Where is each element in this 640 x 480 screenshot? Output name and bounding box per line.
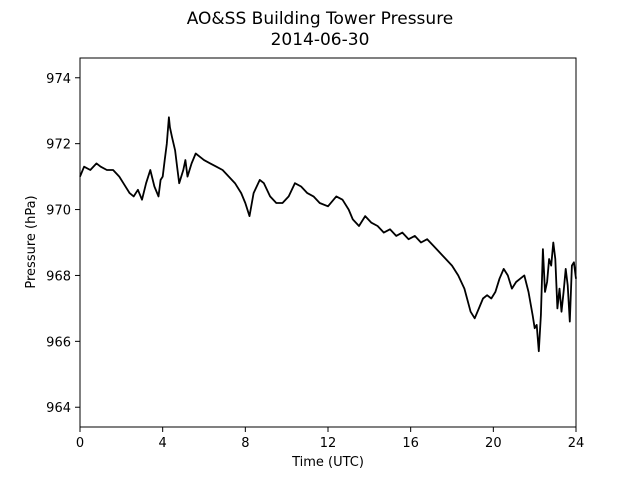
x-axis: 0 4 8 12 16 20 24 [76,427,584,451]
pressure-series-line [79,116,577,353]
x-tick-label: 24 [568,436,585,451]
y-tick-label: 974 [46,72,71,87]
plot-area [79,57,577,428]
x-tick-label: 4 [159,436,167,451]
chart-subtitle: 2014-06-30 [271,30,370,50]
y-axis-label: Pressure (hPa) [24,195,39,288]
x-tick-label: 16 [402,436,419,451]
x-axis-label: Time (UTC) [291,455,364,470]
y-tick-label: 972 [46,138,71,153]
x-tick-label: 20 [485,436,502,451]
y-axis: 964 966 968 970 972 974 [46,72,80,416]
y-tick-label: 964 [46,401,71,416]
y-tick-label: 966 [46,335,71,350]
plot-frame [79,57,577,428]
chart-title: AO&SS Building Tower Pressure [187,9,454,29]
series-layer [79,116,577,353]
y-tick-label: 970 [46,204,71,219]
x-tick-label: 8 [241,436,249,451]
x-tick-label: 0 [76,436,84,451]
x-tick-label: 12 [320,436,337,451]
y-tick-label: 968 [46,269,71,284]
